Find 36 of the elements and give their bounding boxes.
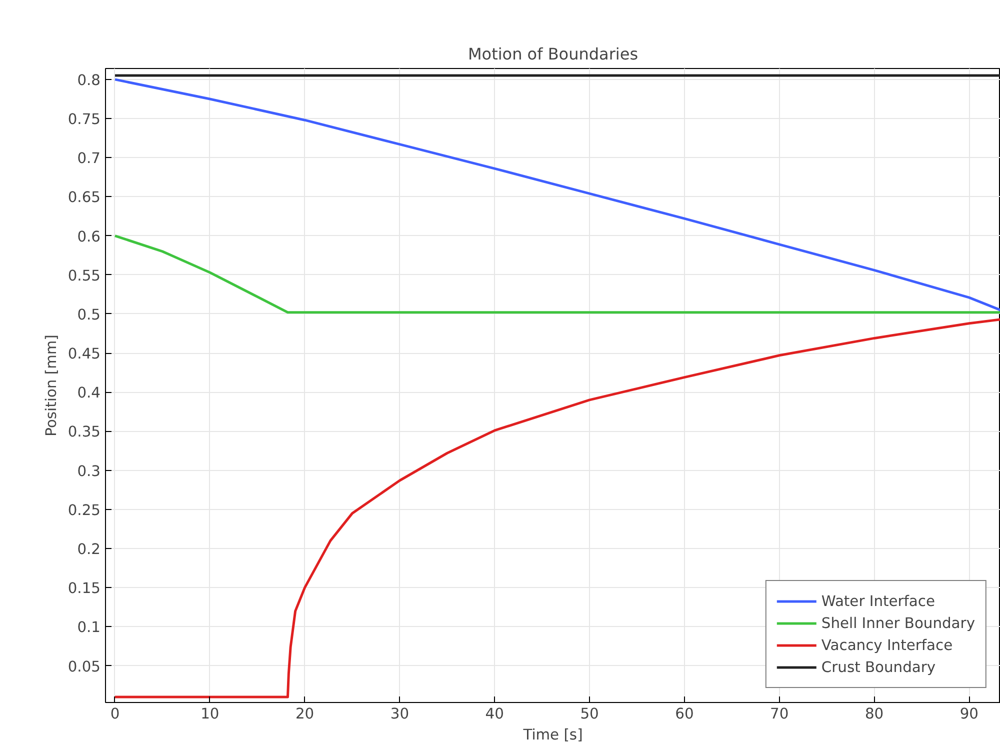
line-series <box>114 78 1000 312</box>
y-tick-label: 0.75 <box>68 111 101 128</box>
line-series <box>114 318 1000 698</box>
chart-title: Motion of Boundaries <box>468 44 638 64</box>
legend-label: Vacancy Interface <box>821 636 953 654</box>
x-tick-label: 30 <box>390 706 410 722</box>
y-axis-title: Position [mm] <box>42 334 60 436</box>
legend-label: Crust Boundary <box>821 658 936 676</box>
y-tick-label: 0.15 <box>68 580 101 598</box>
x-axis-title: Time [s] <box>522 726 583 744</box>
x-tick-label: 90 <box>960 706 979 722</box>
y-tick-label: 0.2 <box>77 540 101 558</box>
y-tick-label: 0.1 <box>77 619 101 636</box>
y-tick-label: 0.6 <box>77 228 101 246</box>
y-tick-label: 0.5 <box>77 306 101 324</box>
x-tick-label: 70 <box>770 706 789 722</box>
x-tick-label: 0 <box>110 706 120 722</box>
y-tick-label: 0.05 <box>68 658 101 676</box>
y-tick-label: 0.4 <box>77 384 101 402</box>
x-tick-label: 40 <box>485 706 504 722</box>
x-tick-label: 10 <box>200 706 220 722</box>
x-tick-label: 60 <box>675 706 694 722</box>
x-tick-label: 50 <box>580 706 599 722</box>
legend-label: Shell Inner Boundary <box>821 614 975 632</box>
y-tick-label: 0.55 <box>68 267 101 284</box>
y-tick-label: 0.3 <box>77 462 101 480</box>
x-tick-label: 80 <box>864 706 884 722</box>
y-tick-label: 0.8 <box>77 72 101 89</box>
y-tick-label: 0.45 <box>68 346 101 363</box>
line-series <box>114 234 1000 314</box>
y-tick-label: 0.35 <box>68 424 101 441</box>
y-tick-label: 0.65 <box>68 189 101 206</box>
y-tick-label: 0.25 <box>68 502 101 519</box>
legend-label: Water Interface <box>821 592 935 610</box>
x-tick-label: 20 <box>295 706 314 722</box>
y-tick-label: 0.7 <box>77 150 101 168</box>
